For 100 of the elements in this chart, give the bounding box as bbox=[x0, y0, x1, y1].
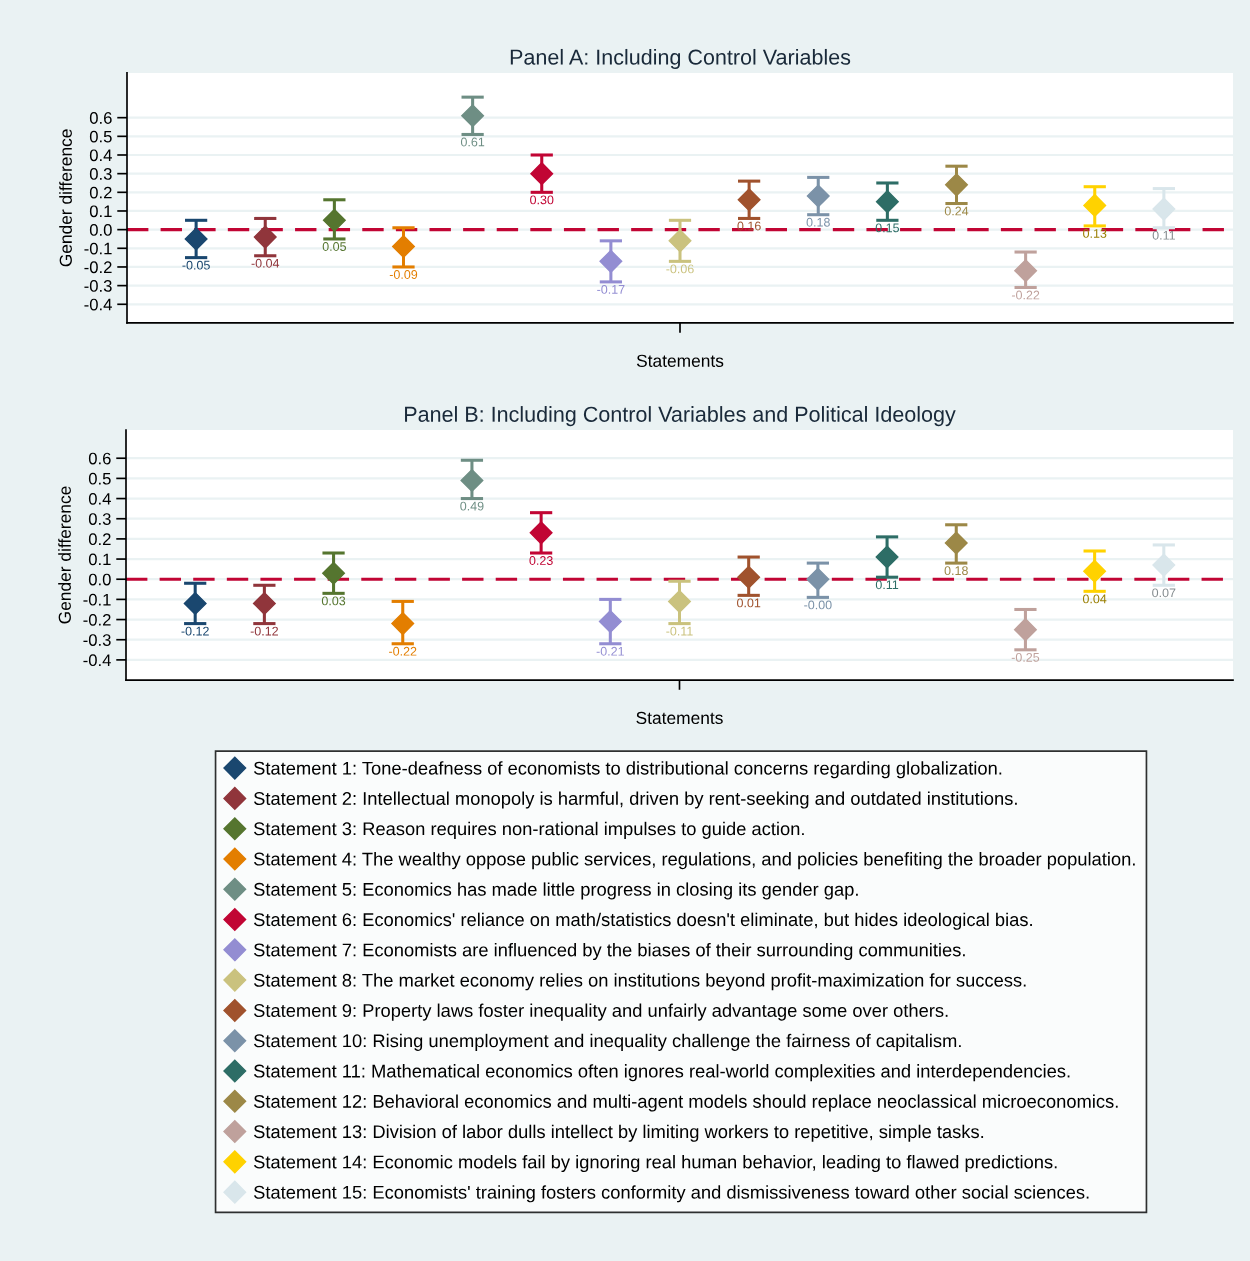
data-label: -0.17 bbox=[597, 285, 625, 294]
y-tick-label: 0.3 bbox=[88, 513, 111, 525]
point bbox=[461, 104, 485, 128]
legend-label: Statement 2: Intellectual monopoly is harmful, driven by rent-seeking and outdated institutions. bbox=[253, 791, 1017, 809]
data-label: 0.23 bbox=[529, 556, 553, 565]
point bbox=[391, 612, 415, 636]
data-label: 0.24 bbox=[944, 206, 969, 216]
data-label: 0.04 bbox=[1082, 594, 1107, 604]
y-tick-label: 0.4 bbox=[88, 492, 111, 505]
y-tick-label: 0.0 bbox=[88, 573, 111, 586]
point bbox=[875, 190, 899, 214]
legend-label: Statement 4: The wealthy oppose public services, regulations, and policies benefiting the broader population. bbox=[253, 852, 1135, 870]
point bbox=[529, 521, 553, 545]
data-label: -0.05 bbox=[182, 260, 210, 270]
point bbox=[599, 249, 623, 273]
y-tick-label: 0.5 bbox=[88, 472, 111, 485]
data-label: 0.49 bbox=[460, 501, 484, 511]
legend-label: Statement 3: Reason requires non-rational impulses to guide action. bbox=[253, 821, 804, 839]
data-label: 0.11 bbox=[875, 580, 899, 590]
point bbox=[668, 229, 692, 253]
legend-label: Statement 8: The market economy relies on institutions beyond profit-maximization for success. bbox=[253, 973, 1026, 991]
y-tick-label: -0.1 bbox=[84, 242, 112, 255]
x-axis-title: Statements bbox=[636, 711, 723, 725]
point bbox=[1152, 197, 1176, 221]
data-label: -0.00 bbox=[804, 600, 832, 610]
x-axis-title: Statements bbox=[636, 354, 724, 367]
legend-label: Statement 5: Economics has made little progress in closing its gender gap. bbox=[253, 882, 858, 900]
data-label: -0.22 bbox=[1011, 290, 1040, 300]
legend-label: Statement 7: Economists are influenced by the biases of their surrounding communities. bbox=[253, 942, 965, 961]
data-label: -0.06 bbox=[666, 264, 694, 274]
chart-title: Panel A: Including Control Variables bbox=[510, 48, 851, 70]
data-label: -0.25 bbox=[1011, 652, 1040, 662]
point bbox=[252, 591, 276, 615]
y-tick-label: 0.6 bbox=[88, 452, 111, 465]
data-label: -0.21 bbox=[596, 646, 624, 656]
data-label: 0.05 bbox=[322, 242, 347, 251]
point bbox=[1014, 259, 1038, 283]
point bbox=[945, 173, 968, 197]
y-tick-label: 0.2 bbox=[88, 533, 111, 546]
point bbox=[184, 227, 208, 251]
data-label: 0.61 bbox=[460, 137, 485, 147]
chart-title: Panel B: Including Control Variables and Political Ideology bbox=[405, 406, 956, 427]
data-label: 0.30 bbox=[530, 195, 554, 205]
point bbox=[460, 468, 484, 492]
y-tick-label: 0.2 bbox=[89, 186, 112, 199]
point bbox=[1152, 553, 1176, 577]
point bbox=[1013, 618, 1037, 642]
data-label: 0.18 bbox=[806, 217, 830, 227]
point bbox=[183, 591, 207, 615]
y-tick-label: 0.1 bbox=[89, 205, 112, 218]
data-label: 0.15 bbox=[875, 223, 900, 233]
point bbox=[392, 234, 415, 258]
y-tick-label: -0.4 bbox=[84, 298, 112, 311]
y-tick-label: -0.3 bbox=[83, 634, 111, 646]
legend-label: Statement 12: Behavioral economics and multi-agent models should replace neoclassical microeconomics. bbox=[253, 1094, 1118, 1112]
point bbox=[944, 531, 968, 555]
y-axis-title: Gender difference bbox=[58, 486, 71, 624]
legend-label: Statement 15: Economists' training fosters conformity and dismissiveness toward other social sciences. bbox=[253, 1185, 1089, 1203]
data-label: 0.18 bbox=[944, 566, 968, 576]
point bbox=[737, 565, 761, 589]
legend-label: Statement 10: Rising unemployment and inequality challenge the fairness of capitalism. bbox=[253, 1033, 961, 1051]
data-label: 0.01 bbox=[737, 598, 761, 608]
data-label: 0.13 bbox=[1083, 229, 1107, 238]
legend-label: Statement 14: Economic models fail by ignoring real human behavior, leading to flawed predictions. bbox=[253, 1154, 1057, 1173]
data-label: -0.04 bbox=[251, 258, 280, 268]
y-tick-label: -0.4 bbox=[83, 654, 111, 667]
y-tick-label: 0.3 bbox=[89, 168, 112, 180]
legend-label: Statement 9: Property laws foster inequality and unfairly advantage some over others. bbox=[253, 1003, 948, 1021]
legend-label: Statement 13: Division of labor dulls intellect by limiting workers to repetitive, simple tasks. bbox=[253, 1124, 984, 1142]
legend-label: Statement 6: Economics' reliance on math/statistics doesn't eliminate, but hides ideological bias. bbox=[253, 912, 1032, 930]
point bbox=[322, 208, 346, 232]
point bbox=[875, 545, 899, 569]
y-tick-label: -0.3 bbox=[84, 280, 112, 292]
point bbox=[598, 610, 622, 634]
point bbox=[530, 162, 554, 186]
data-label: -0.09 bbox=[389, 270, 418, 279]
point bbox=[737, 188, 761, 212]
y-tick-label: 0.4 bbox=[89, 149, 112, 162]
y-tick-label: 0.5 bbox=[89, 130, 112, 143]
point bbox=[1083, 193, 1107, 217]
y-tick-label: -0.2 bbox=[83, 613, 111, 626]
y-tick-label: 0.6 bbox=[89, 112, 112, 124]
data-label: 0.07 bbox=[1152, 588, 1176, 598]
point bbox=[322, 561, 346, 585]
data-label: -0.12 bbox=[250, 626, 278, 636]
y-tick-label: -0.1 bbox=[83, 593, 111, 606]
data-label: -0.11 bbox=[666, 626, 693, 636]
point bbox=[668, 589, 691, 613]
data-label: -0.22 bbox=[389, 646, 417, 656]
legend-label: Statement 1: Tone-deafness of economists to distributional concerns regarding globalization. bbox=[253, 761, 1002, 779]
data-label: 0.03 bbox=[321, 596, 346, 606]
point bbox=[253, 225, 277, 249]
point bbox=[806, 184, 830, 208]
legend-label: Statement 11: Mathematical economics often ignores real-world complexities and interdependencies. bbox=[253, 1064, 1070, 1082]
y-tick-label: 0.0 bbox=[89, 224, 112, 236]
point bbox=[1083, 559, 1107, 583]
y-axis-title: Gender difference bbox=[59, 129, 72, 267]
y-tick-label: 0.1 bbox=[88, 553, 111, 566]
point bbox=[806, 567, 830, 591]
data-label: 0.11 bbox=[1152, 230, 1175, 240]
